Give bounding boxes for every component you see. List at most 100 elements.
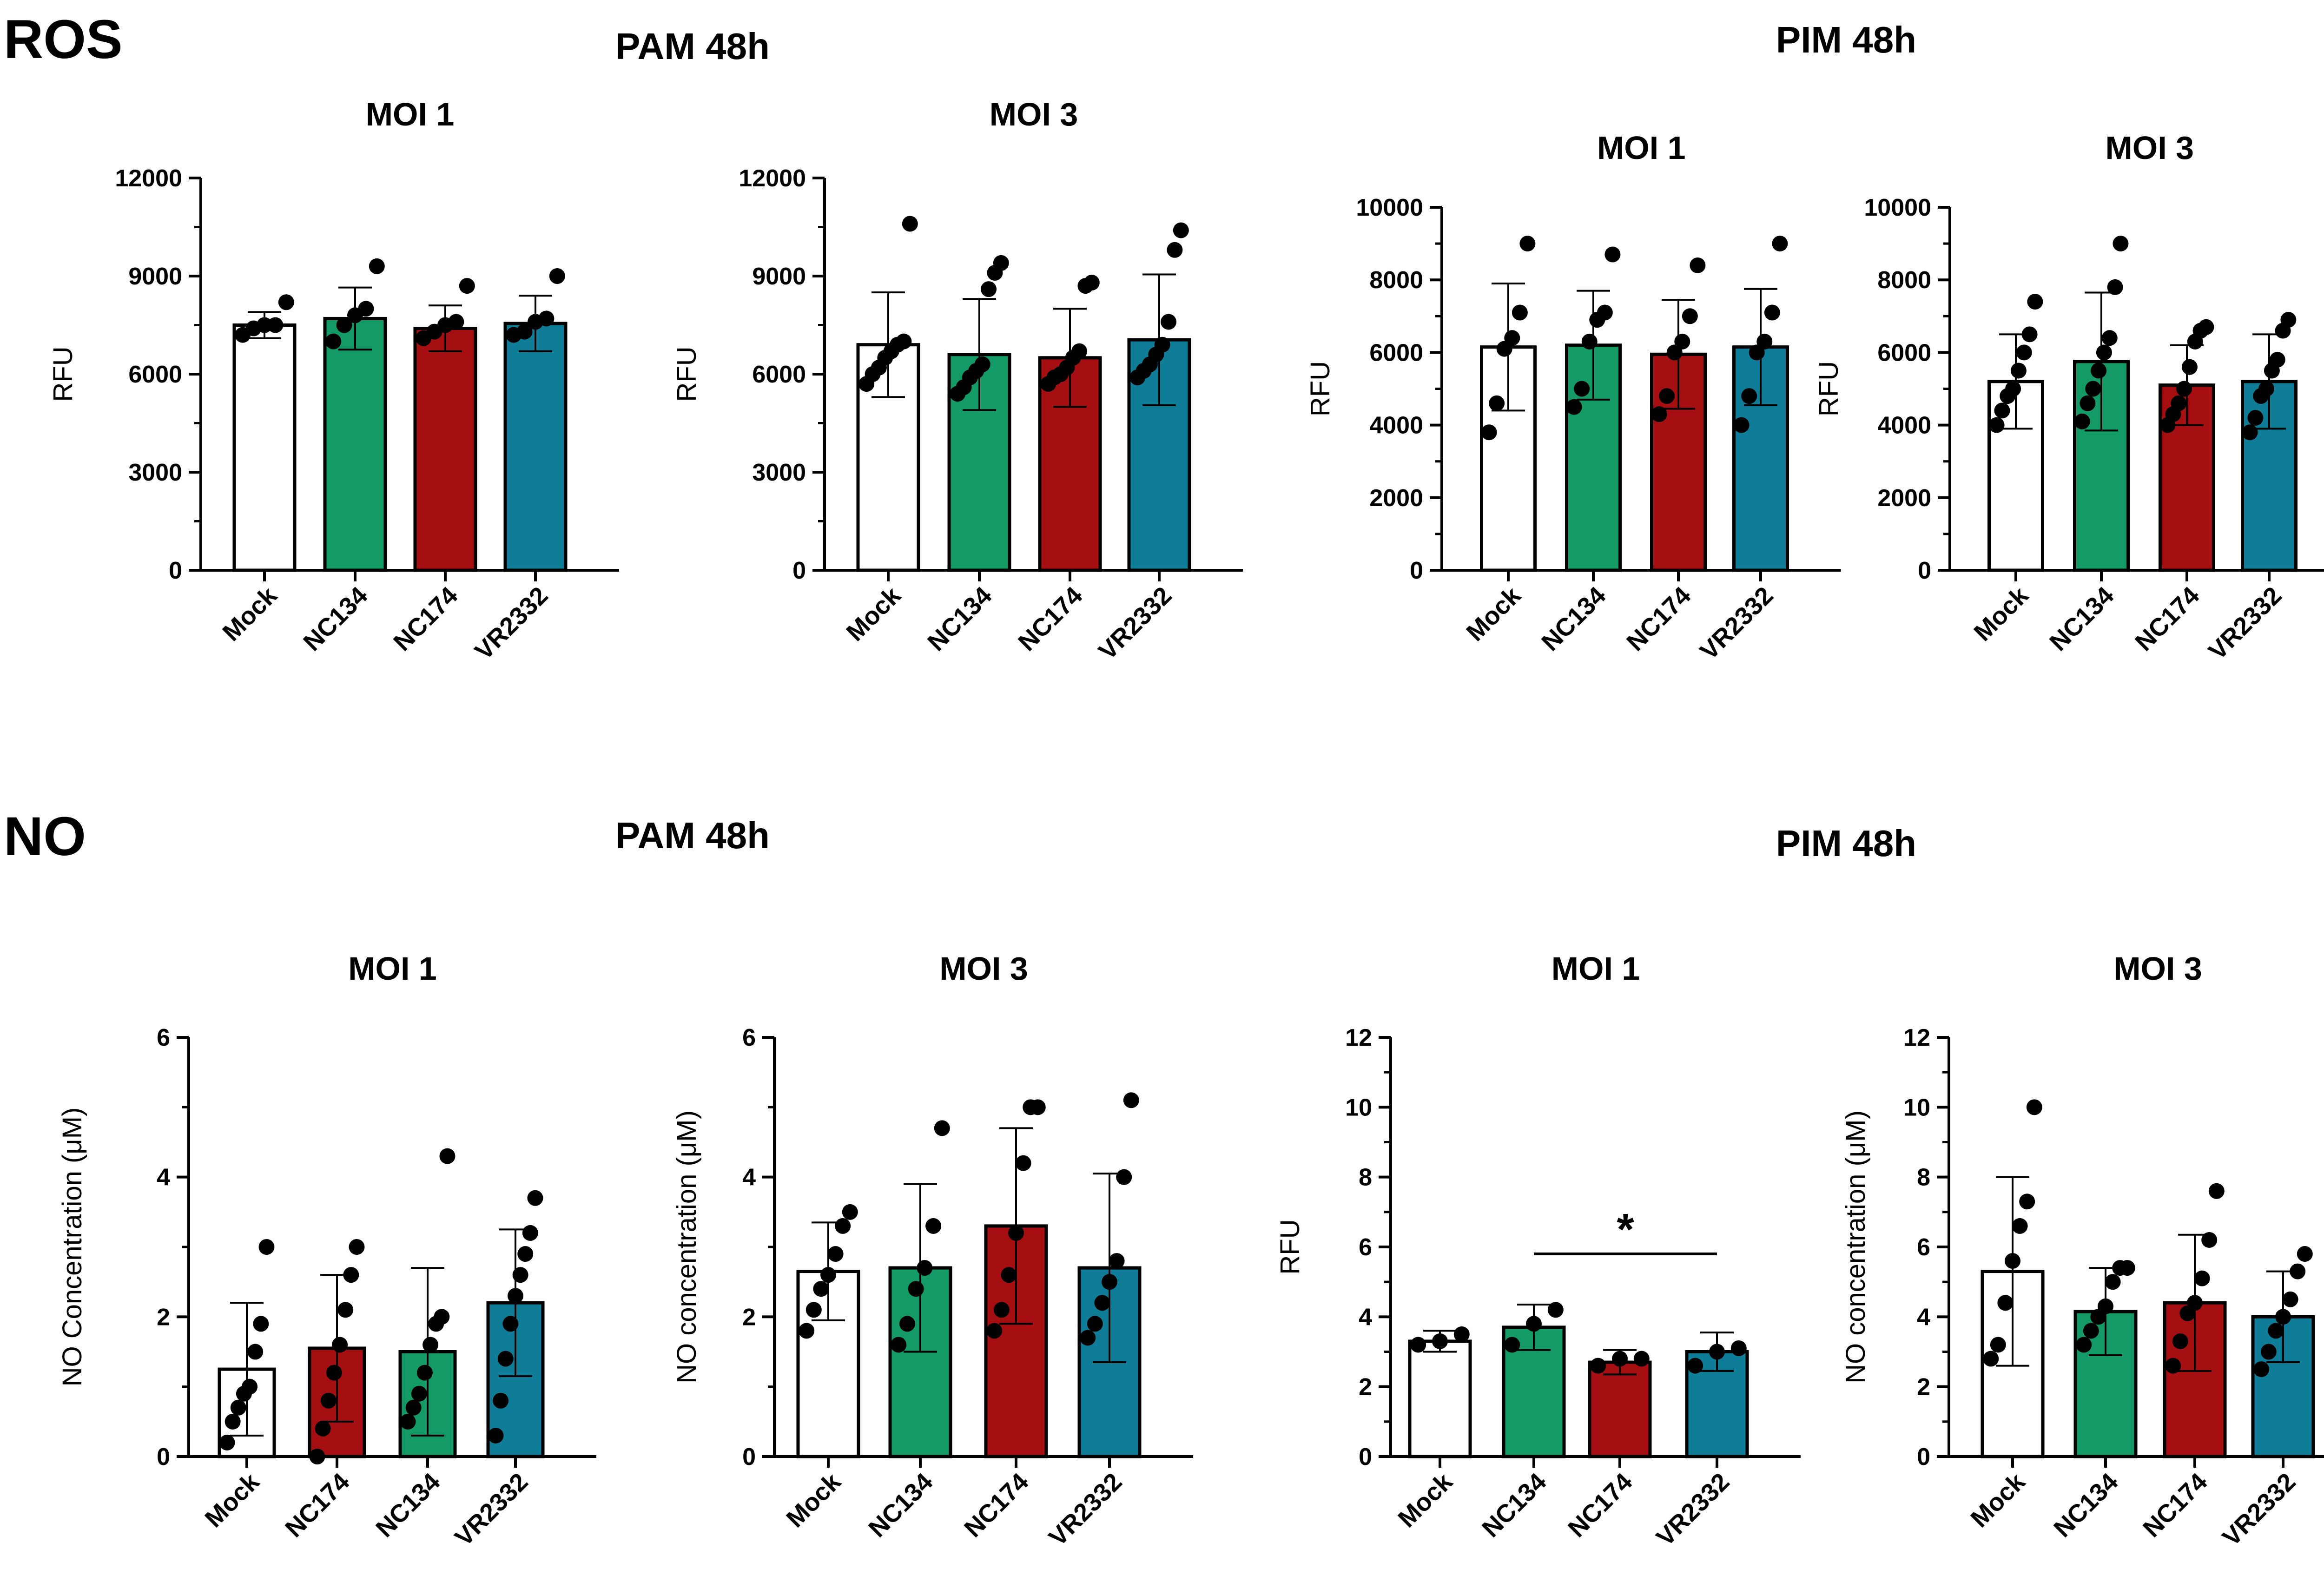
data-point <box>1612 1351 1628 1367</box>
data-point <box>2165 1358 2181 1374</box>
y-tick-label: 4 <box>1917 1304 1930 1331</box>
data-point <box>2105 1274 2121 1290</box>
data-point <box>219 1434 235 1451</box>
data-point <box>1030 1099 1046 1115</box>
x-tick-label: NC174 <box>280 1468 355 1543</box>
bar-mock <box>1408 1339 1472 1458</box>
data-point <box>527 1190 543 1206</box>
data-point <box>2280 312 2297 328</box>
x-tick-label: VR2332 <box>1043 1468 1127 1551</box>
x-tick-label: NC174 <box>388 581 463 656</box>
y-tick-label: 6000 <box>752 361 806 388</box>
x-tick-label: NC134 <box>2044 581 2119 656</box>
data-point <box>2253 1361 2270 1378</box>
y-tick-label: 12 <box>1345 1024 1372 1051</box>
chart-title: MOI 1 <box>1552 950 1640 987</box>
data-point <box>405 1399 422 1416</box>
y-tick-label: 4 <box>1359 1304 1372 1331</box>
x-tick-label: NC174 <box>959 1468 1034 1543</box>
y-tick-label: 8 <box>1917 1164 1930 1191</box>
y-tick-label: 0 <box>742 1444 756 1470</box>
ros-section-label: ROS <box>4 9 123 70</box>
data-point <box>358 301 374 317</box>
data-point <box>1581 333 1598 349</box>
y-tick-label: 0 <box>1359 1444 1372 1470</box>
data-point <box>1764 304 1780 321</box>
data-point <box>538 310 555 327</box>
y-tick-label: 0 <box>1410 557 1423 584</box>
data-point <box>899 1316 915 1332</box>
data-point <box>516 323 533 340</box>
chart-no_pim_moi1: MOI 1 0 2 4 6 8 10 12 RFU Mock NC134 NC174 VR2332 * <box>1275 950 1801 1551</box>
y-tick-label: 12 <box>1903 1024 1930 1051</box>
y-tick-label: 4 <box>157 1164 170 1191</box>
y-tick-label: 6000 <box>1877 339 1931 366</box>
y-tick-label: 6000 <box>1369 339 1423 366</box>
data-point <box>2012 1218 2028 1234</box>
data-point <box>411 1385 427 1402</box>
data-point <box>522 1225 538 1241</box>
data-point <box>1015 1155 1031 1171</box>
data-point <box>1733 417 1750 433</box>
data-point <box>1109 1253 1125 1269</box>
data-point <box>1173 222 1189 238</box>
y-tick-label: 6 <box>1359 1234 1372 1261</box>
y-tick-label: 10000 <box>1864 194 1931 221</box>
x-tick-label: VR2332 <box>2217 1468 2301 1551</box>
data-point <box>1651 406 1667 422</box>
data-point <box>1604 246 1621 263</box>
data-point <box>2080 395 2096 411</box>
no-pim-title: PIM 48h <box>1776 823 1916 864</box>
ros-pim-title: PIM 48h <box>1776 19 1916 60</box>
data-point <box>1756 333 1773 349</box>
data-point <box>2096 344 2112 361</box>
data-point <box>267 317 284 333</box>
data-point <box>242 1378 258 1395</box>
x-tick-label: VR2332 <box>1093 581 1177 665</box>
data-point <box>2019 1193 2035 1210</box>
data-point <box>1997 1295 2014 1311</box>
x-tick-label: NC174 <box>2138 1468 2212 1543</box>
x-tick-label: Mock <box>1393 1467 1458 1533</box>
data-point <box>488 1427 504 1444</box>
bar-nc174 <box>1588 1360 1652 1458</box>
data-point <box>1087 1316 1103 1332</box>
y-tick-label: 12000 <box>739 165 806 192</box>
data-point <box>1687 1358 1703 1374</box>
y-tick-label: 2000 <box>1369 485 1423 512</box>
data-point <box>2074 413 2090 429</box>
y-axis-label: RFU <box>672 346 702 402</box>
data-point <box>2085 381 2101 397</box>
x-tick-label: Mock <box>1965 1467 2031 1533</box>
data-point <box>416 1365 433 1381</box>
chart-pim_ros_moi1: MOI 1 0 2000 4000 6000 8000 10000 RFU Mock NC134 N… <box>1305 130 1841 665</box>
data-point <box>1741 388 1757 404</box>
data-point <box>320 1392 337 1409</box>
y-tick-label: 2 <box>1917 1374 1930 1401</box>
chart-title: MOI 3 <box>939 950 1028 987</box>
y-tick-label: 10000 <box>1356 194 1423 221</box>
data-point <box>2005 1253 2020 1269</box>
y-tick-label: 10 <box>1345 1094 1372 1121</box>
y-tick-label: 0 <box>1918 557 1931 584</box>
x-tick-label: VR2332 <box>1695 581 1778 665</box>
data-point <box>1633 1351 1650 1367</box>
data-point <box>2269 352 2285 368</box>
data-point <box>224 1413 241 1430</box>
data-point <box>1123 1092 1139 1108</box>
data-point <box>1432 1333 1448 1349</box>
data-point <box>813 1281 829 1297</box>
data-point <box>2275 1309 2291 1325</box>
data-point <box>1001 1267 1017 1283</box>
data-point <box>423 1337 439 1353</box>
data-point <box>820 1267 836 1283</box>
bar-vr2332 <box>503 322 568 572</box>
data-point <box>253 1316 269 1332</box>
data-point <box>1709 1344 1725 1360</box>
bar-nc134 <box>323 316 387 572</box>
data-point <box>2101 330 2118 346</box>
y-tick-label: 9000 <box>752 263 806 290</box>
chart-pim_ros_moi3: MOI 3 0 2000 4000 6000 8000 10000 RFU Mock NC134 N… <box>1814 130 2324 665</box>
data-point <box>805 1302 822 1318</box>
bar-mock <box>232 323 297 572</box>
